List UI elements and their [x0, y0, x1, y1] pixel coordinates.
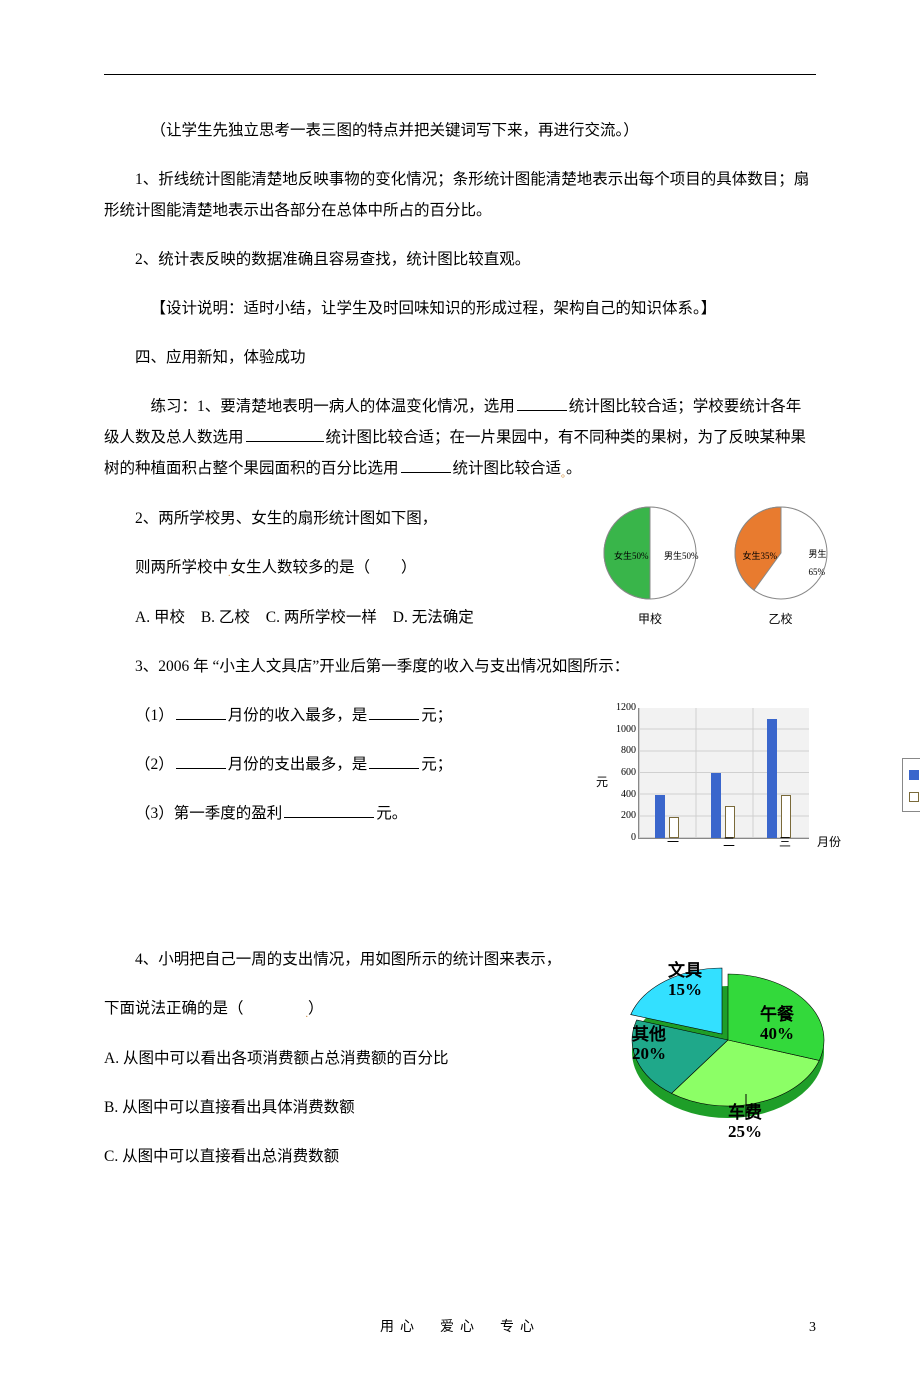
- label-wucan: 午餐40%: [760, 1006, 794, 1043]
- label-chefei: 车费25%: [728, 1104, 762, 1141]
- ex4-opt-c: C. 从图中可以直接看出总消费数额: [104, 1141, 816, 1172]
- dot-marker: 。: [561, 469, 566, 480]
- bar-plot: 一 二 三 月份: [638, 708, 809, 839]
- blank: [517, 395, 567, 412]
- page-number: 3: [809, 1320, 816, 1336]
- bar-ylabel: 元: [596, 770, 608, 794]
- bar-income-2: [711, 773, 721, 838]
- ytick: 1000: [610, 720, 636, 740]
- swatch-expense: [909, 792, 919, 802]
- swatch-income: [909, 770, 919, 780]
- ytick: 800: [610, 741, 636, 761]
- frag: ）: [308, 1000, 324, 1017]
- content: （让学生先独立思考一表三图的特点并把关键词写下来，再进行交流。） 1、折线统计图…: [104, 75, 816, 1172]
- page: （让学生先独立思考一表三图的特点并把关键词写下来，再进行交流。） 1、折线统计图…: [0, 74, 920, 1376]
- frag: 月份的收入最多，是: [228, 707, 368, 724]
- ytick: 1200: [610, 698, 636, 718]
- exercise-2-block: 2、两所学校男、女生的扇形统计图如下图， 则两所学校中.女生人数较多的是（ ） …: [104, 503, 816, 633]
- pie-yi-caption: 乙校: [721, 607, 841, 631]
- blank: [176, 753, 226, 770]
- exercise-4-block: 4、小明把自己一周的支出情况，用如图所示的统计图来表示， 下面说法正确的是（ .…: [104, 944, 816, 1172]
- pie-jia: 女生50% 男生50% 甲校: [590, 503, 710, 631]
- frag: （2）: [135, 756, 174, 773]
- ytick: 0: [610, 828, 636, 848]
- bar-chart: 元 0 200 400 600 800 1000 1200 一: [586, 700, 886, 870]
- frag: （1）: [135, 707, 174, 724]
- ex3-title: 3、2006 年 “小主人文具店”开业后第一季度的收入与支出情况如图所示：: [104, 651, 816, 682]
- pie3d-chart: 文具15% 其他20% 车费25% 午餐40%: [598, 944, 858, 1144]
- opt-a: A. 甲校: [135, 609, 185, 626]
- exercise-3-block: （1）月份的收入最多，是元； （2）月份的支出最多，是元； （3）第一季度的盈利…: [104, 700, 816, 880]
- blank: [246, 426, 324, 443]
- ex2-frag: 则两所学校中: [135, 559, 228, 576]
- para-intro: （让学生先独立思考一表三图的特点并把关键词写下来，再进行交流。）: [104, 115, 816, 146]
- bar-legend: 收入 支出: [902, 758, 920, 812]
- pie-jia-m-label: 男生50%: [664, 547, 699, 565]
- pie-yi-m-label: 男生65%: [809, 545, 841, 581]
- opt-b: B. 乙校: [201, 609, 250, 626]
- exercise-1: 练习：1、要清楚地表明一病人的体温变化情况，选用统计图比较合适；学校要统计各年级…: [104, 391, 816, 485]
- frag: 元。: [376, 805, 407, 822]
- opt-d: D. 无法确定: [393, 609, 474, 626]
- frag: 下面说法正确的是（: [104, 1000, 306, 1017]
- footer: 用心 爱心 专心: [0, 1316, 920, 1336]
- pie-yi-f-label: 女生35%: [743, 547, 778, 565]
- pie-jia-caption: 甲校: [590, 607, 710, 631]
- bar-xlabel: 月份: [817, 830, 841, 854]
- frag: （3）第一季度的盈利: [135, 805, 282, 822]
- blank: [284, 802, 374, 819]
- ex1-frag-d: 统计图比较合适: [453, 460, 562, 477]
- para-section: 四、应用新知，体验成功: [104, 342, 816, 373]
- para-design: 【设计说明：适时小结，让学生及时回味知识的形成过程，架构自己的知识体系。】: [104, 293, 816, 324]
- label-wenju: 文具15%: [668, 962, 702, 999]
- pie-jia-f-label: 女生50%: [614, 547, 649, 565]
- blank: [369, 704, 419, 721]
- xtick: 三: [765, 830, 805, 854]
- blank: [401, 457, 451, 474]
- frag: 元；: [421, 756, 452, 773]
- ex2-frag2: 女生人数较多的是（ ）: [231, 559, 417, 576]
- pie-yi: 女生35% 男生65% 乙校: [721, 503, 841, 631]
- blank: [369, 753, 419, 770]
- ytick: 200: [610, 806, 636, 826]
- ytick: 400: [610, 785, 636, 805]
- frag: 月份的支出最多，是: [228, 756, 368, 773]
- ex1-frag-a: 练习：1、要清楚地表明一病人的体温变化情况，选用: [151, 398, 515, 415]
- pie-pair: 女生50% 男生50% 甲校 女生35% 男生65% 乙校: [586, 503, 876, 631]
- opt-c: C. 两所学校一样: [266, 609, 377, 626]
- blank: [176, 704, 226, 721]
- xtick: 一: [653, 830, 693, 854]
- para-2: 2、统计表反映的数据准确且容易查找，统计图比较直观。: [104, 244, 816, 275]
- frag: 元；: [421, 707, 452, 724]
- xtick: 二: [709, 830, 749, 854]
- ytick: 600: [610, 763, 636, 783]
- para-1: 1、折线统计图能清楚地反映事物的变化情况；条形统计图能清楚地表示出每个项目的具体…: [104, 164, 816, 226]
- label-qita: 其他20%: [632, 1026, 666, 1063]
- bar-income-3: [767, 719, 777, 838]
